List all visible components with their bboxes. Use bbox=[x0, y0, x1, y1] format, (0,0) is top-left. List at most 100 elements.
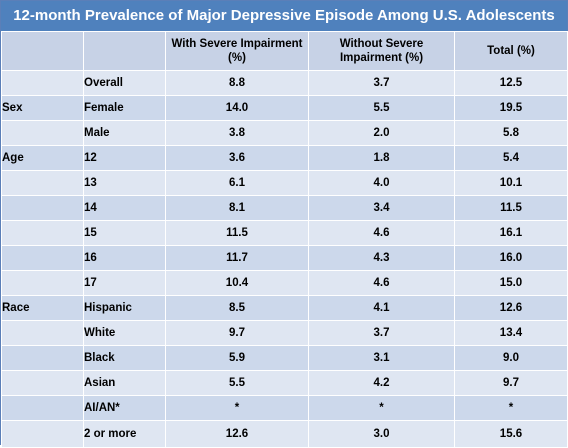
table-body: Overall 8.8 3.7 12.5 Sex Female 14.0 5.5 19.5 Mal… bbox=[1, 70, 568, 448]
without-severe-value: 2.0 bbox=[308, 120, 455, 146]
row-label-cell: Male bbox=[83, 120, 166, 146]
total-value: 12.6 bbox=[454, 295, 568, 321]
total-value: 5.8 bbox=[454, 120, 568, 146]
total-value: 10.1 bbox=[454, 170, 568, 196]
without-severe-value: 3.0 bbox=[308, 420, 455, 448]
table-row: 2 or more 12.6 3.0 15.6 bbox=[1, 420, 568, 448]
table-row: 16 11.7 4.3 16.0 bbox=[1, 245, 568, 271]
row-group-cell bbox=[1, 270, 84, 296]
with-severe-value: * bbox=[165, 395, 309, 421]
with-severe-value: 9.7 bbox=[165, 320, 309, 346]
without-severe-value: 1.8 bbox=[308, 145, 455, 171]
row-group-cell bbox=[1, 345, 84, 371]
row-label-cell: 12 bbox=[83, 145, 166, 171]
total-value: 16.1 bbox=[454, 220, 568, 246]
with-severe-value: 5.5 bbox=[165, 370, 309, 396]
header-with-severe: With Severe Impairment (%) bbox=[165, 31, 309, 71]
without-severe-value: 4.6 bbox=[308, 220, 455, 246]
row-group-cell: Age bbox=[1, 145, 84, 171]
table-row: 13 6.1 4.0 10.1 bbox=[1, 170, 568, 196]
total-value: 5.4 bbox=[454, 145, 568, 171]
table-row: 15 11.5 4.6 16.1 bbox=[1, 220, 568, 246]
without-severe-value: 4.0 bbox=[308, 170, 455, 196]
with-severe-value: 3.8 bbox=[165, 120, 309, 146]
with-severe-value: 8.5 bbox=[165, 295, 309, 321]
with-severe-value: 11.5 bbox=[165, 220, 309, 246]
without-severe-value: 4.1 bbox=[308, 295, 455, 321]
without-severe-value: 3.4 bbox=[308, 195, 455, 221]
row-label-cell: Black bbox=[83, 345, 166, 371]
header-group bbox=[1, 31, 84, 71]
row-group-cell bbox=[1, 420, 84, 448]
with-severe-value: 6.1 bbox=[165, 170, 309, 196]
with-severe-value: 14.0 bbox=[165, 95, 309, 121]
without-severe-value: 5.5 bbox=[308, 95, 455, 121]
row-label-cell: 2 or more bbox=[83, 420, 166, 448]
header-without-severe: Without Severe Impairment (%) bbox=[308, 31, 455, 71]
table-row: White 9.7 3.7 13.4 bbox=[1, 320, 568, 346]
table-row: 14 8.1 3.4 11.5 bbox=[1, 195, 568, 221]
table-row: Overall 8.8 3.7 12.5 bbox=[1, 70, 568, 96]
table-row: Male 3.8 2.0 5.8 bbox=[1, 120, 568, 146]
row-label-cell: Female bbox=[83, 95, 166, 121]
total-value: 15.6 bbox=[454, 420, 568, 448]
prevalence-table: With Severe Impairment (%) Without Sever… bbox=[1, 31, 568, 448]
row-group-cell bbox=[1, 70, 84, 96]
row-label-cell: 13 bbox=[83, 170, 166, 196]
without-severe-value: * bbox=[308, 395, 455, 421]
total-value: 15.0 bbox=[454, 270, 568, 296]
table-row: Sex Female 14.0 5.5 19.5 bbox=[1, 95, 568, 121]
row-label-cell: AI/AN* bbox=[83, 395, 166, 421]
without-severe-value: 3.7 bbox=[308, 320, 455, 346]
without-severe-value: 3.1 bbox=[308, 345, 455, 371]
row-group-cell bbox=[1, 245, 84, 271]
row-group-cell: Race bbox=[1, 295, 84, 321]
total-value: 11.5 bbox=[454, 195, 568, 221]
with-severe-value: 8.8 bbox=[165, 70, 309, 96]
total-value: 16.0 bbox=[454, 245, 568, 271]
row-group-cell bbox=[1, 395, 84, 421]
total-value: 19.5 bbox=[454, 95, 568, 121]
row-label-cell: 14 bbox=[83, 195, 166, 221]
with-severe-value: 12.6 bbox=[165, 420, 309, 448]
row-label-cell: Hispanic bbox=[83, 295, 166, 321]
with-severe-value: 8.1 bbox=[165, 195, 309, 221]
with-severe-value: 11.7 bbox=[165, 245, 309, 271]
total-value: * bbox=[454, 395, 568, 421]
row-group-cell bbox=[1, 370, 84, 396]
row-label-cell: Asian bbox=[83, 370, 166, 396]
without-severe-value: 4.6 bbox=[308, 270, 455, 296]
table-row: Age 12 3.6 1.8 5.4 bbox=[1, 145, 568, 171]
without-severe-value: 4.2 bbox=[308, 370, 455, 396]
row-group-cell bbox=[1, 120, 84, 146]
row-label-cell: White bbox=[83, 320, 166, 346]
table-row: Asian 5.5 4.2 9.7 bbox=[1, 370, 568, 396]
with-severe-value: 5.9 bbox=[165, 345, 309, 371]
row-label-cell: 15 bbox=[83, 220, 166, 246]
table-row: Race Hispanic 8.5 4.1 12.6 bbox=[1, 295, 568, 321]
without-severe-value: 4.3 bbox=[308, 245, 455, 271]
row-group-cell bbox=[1, 170, 84, 196]
table-row: AI/AN* * * * bbox=[1, 395, 568, 421]
row-group-cell: Sex bbox=[1, 95, 84, 121]
row-label-cell: 16 bbox=[83, 245, 166, 271]
row-label-cell: Overall bbox=[83, 70, 166, 96]
total-value: 9.0 bbox=[454, 345, 568, 371]
with-severe-value: 3.6 bbox=[165, 145, 309, 171]
row-group-cell bbox=[1, 195, 84, 221]
table-row: 17 10.4 4.6 15.0 bbox=[1, 270, 568, 296]
row-label-cell: 17 bbox=[83, 270, 166, 296]
total-value: 9.7 bbox=[454, 370, 568, 396]
table-row: Black 5.9 3.1 9.0 bbox=[1, 345, 568, 371]
header-label bbox=[83, 31, 166, 71]
with-severe-value: 10.4 bbox=[165, 270, 309, 296]
table-title: 12-month Prevalence of Major Depressive … bbox=[1, 1, 567, 54]
without-severe-value: 3.7 bbox=[308, 70, 455, 96]
total-value: 12.5 bbox=[454, 70, 568, 96]
total-value: 13.4 bbox=[454, 320, 568, 346]
header-total: Total (%) bbox=[454, 31, 568, 71]
header-row: With Severe Impairment (%) Without Sever… bbox=[1, 31, 568, 71]
row-group-cell bbox=[1, 220, 84, 246]
row-group-cell bbox=[1, 320, 84, 346]
